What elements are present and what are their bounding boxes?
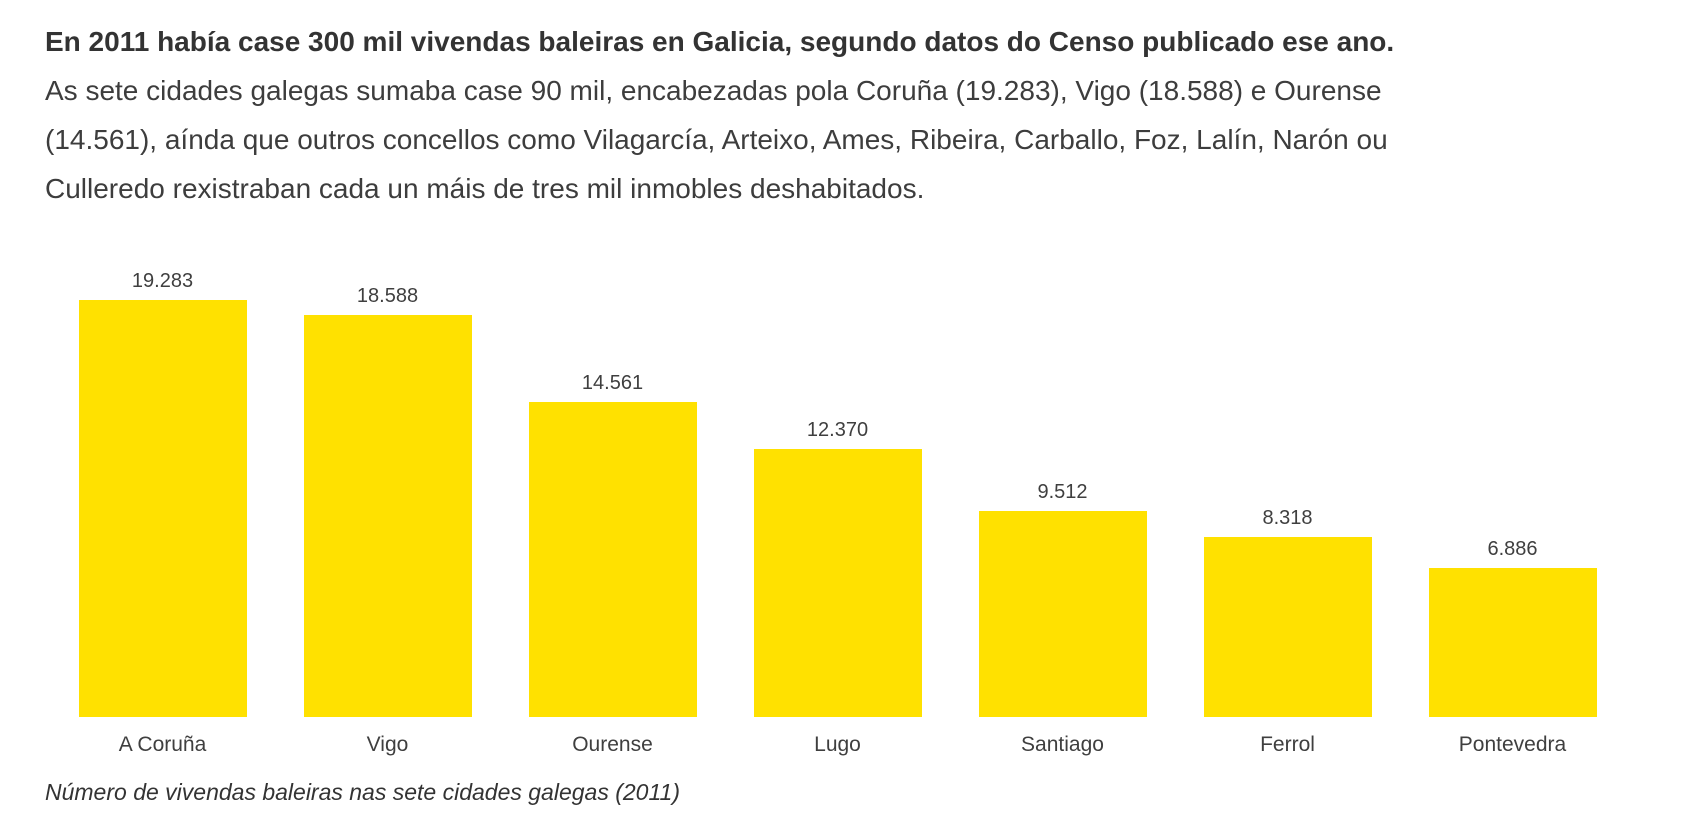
bar-vigo	[303, 315, 472, 717]
bar-category-label: Pontevedra	[1458, 733, 1567, 756]
intro-bold-sentence: En 2011 había case 300 mil vivendas bale…	[45, 26, 1395, 57]
bar-chart: 19.283 A Coruña 18.588 Vigo 14.561 Ourense 12.…	[50, 269, 1701, 757]
bar-category-label: Santiago	[1021, 733, 1104, 756]
bar-value-label: 6.886	[1487, 538, 1538, 560]
intro-line: As sete cidades galegas sumaba case 90 m…	[45, 75, 1382, 106]
bar-value-label: 12.370	[806, 419, 869, 441]
bar-pontevedra	[1428, 568, 1597, 717]
bar-category-label: Ourense	[572, 733, 653, 756]
bar-category-label: A Coruña	[118, 733, 207, 756]
bar-category-label: Vigo	[366, 733, 409, 756]
bar-column: 14.561 Ourense	[500, 371, 725, 757]
chart-caption: Número de vivendas baleiras nas sete cid…	[45, 779, 681, 805]
bar-chart-plot-area: 19.283 A Coruña 18.588 Vigo 14.561 Ourense 12.…	[50, 269, 1625, 757]
bar-value-label: 9.512	[1037, 481, 1088, 503]
intro-line: Culleredo rexistraban cada un máis de tr…	[45, 173, 925, 204]
bar-column: 12.370 Lugo	[725, 418, 950, 757]
bar-column: 8.318 Ferrol	[1175, 506, 1400, 757]
bar-value-label: 14.561	[581, 372, 644, 394]
bar-value-label: 19.283	[131, 270, 194, 292]
bar-column: 9.512 Santiago	[950, 480, 1175, 757]
bar-ourense	[528, 402, 697, 717]
bar-column: 18.588 Vigo	[275, 284, 500, 757]
intro-line: (14.561), aínda que outros concellos com…	[45, 124, 1388, 155]
bar-value-label: 18.588	[356, 285, 419, 307]
bar-ferrol	[1203, 537, 1372, 717]
bar-column: 19.283 A Coruña	[50, 269, 275, 757]
bar-value-label: 8.318	[1262, 507, 1313, 529]
intro-paragraph: En 2011 había case 300 mil vivendas bale…	[0, 0, 1701, 213]
bar-a-coruña	[78, 300, 247, 717]
bar-category-label: Lugo	[814, 733, 861, 756]
bar-santiago	[978, 511, 1147, 717]
bar-column: 6.886 Pontevedra	[1400, 537, 1625, 757]
bar-lugo	[753, 449, 922, 717]
bar-category-label: Ferrol	[1260, 733, 1315, 756]
